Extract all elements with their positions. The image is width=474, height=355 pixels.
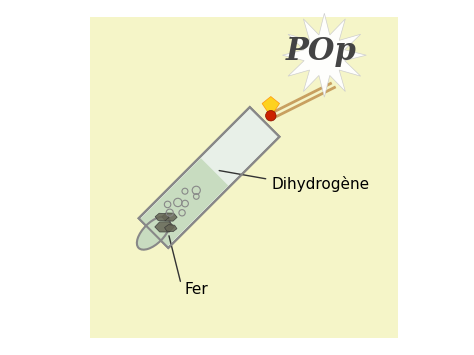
- Polygon shape: [162, 213, 177, 221]
- Polygon shape: [164, 225, 177, 232]
- Polygon shape: [283, 13, 366, 97]
- Polygon shape: [155, 213, 169, 221]
- Ellipse shape: [137, 217, 170, 250]
- Circle shape: [265, 110, 276, 121]
- Polygon shape: [138, 107, 280, 248]
- Polygon shape: [140, 158, 228, 247]
- Polygon shape: [262, 97, 280, 114]
- Text: Dihydrogène: Dihydrogène: [272, 176, 370, 192]
- Text: POp: POp: [285, 36, 356, 67]
- Polygon shape: [155, 222, 174, 232]
- Text: Fer: Fer: [184, 282, 209, 297]
- FancyBboxPatch shape: [90, 17, 398, 338]
